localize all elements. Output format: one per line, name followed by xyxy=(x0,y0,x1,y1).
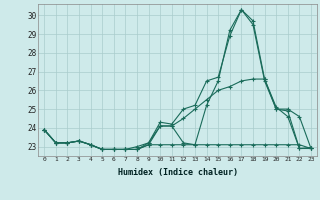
X-axis label: Humidex (Indice chaleur): Humidex (Indice chaleur) xyxy=(118,168,238,177)
